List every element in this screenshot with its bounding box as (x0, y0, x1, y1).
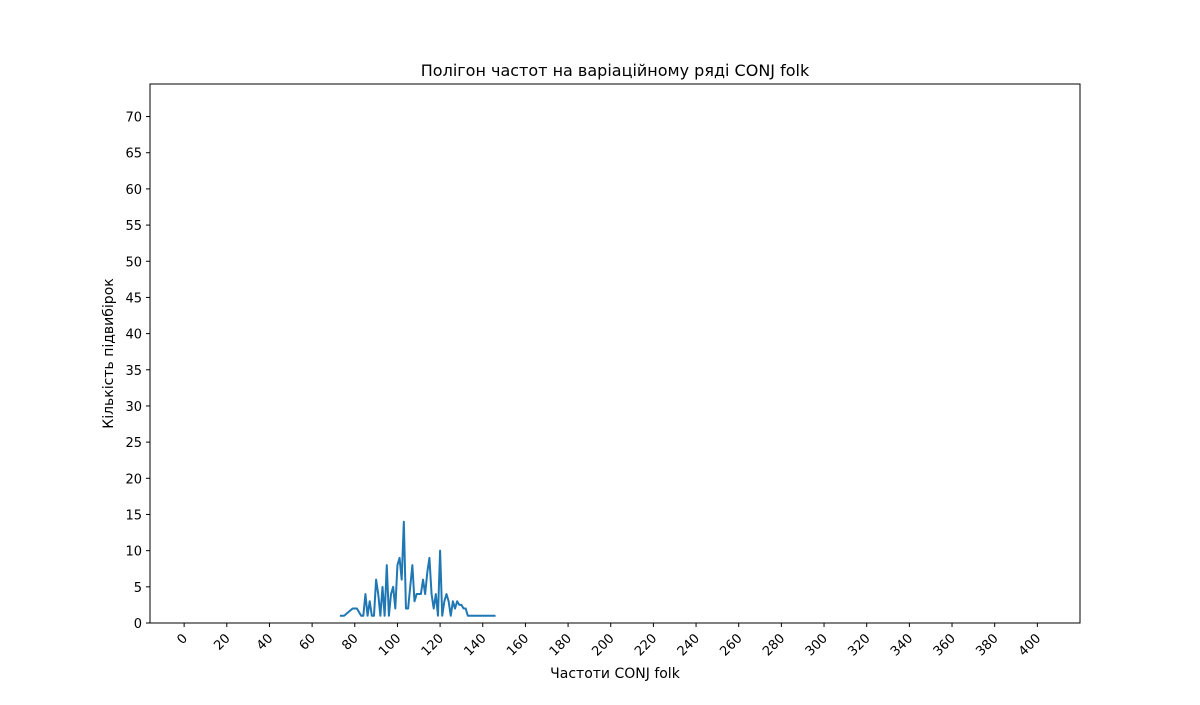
x-tick-label: 260 (717, 631, 745, 659)
x-tick-label: 360 (931, 631, 959, 659)
y-tick-label: 5 (134, 581, 142, 596)
x-tick-label: 380 (973, 631, 1001, 659)
y-tick-label: 65 (125, 147, 142, 162)
x-tick-label: 240 (675, 631, 703, 659)
y-axis-label: Кількість підвибірок (101, 278, 117, 428)
y-tick-label: 35 (125, 364, 142, 379)
series-line (339, 520, 496, 617)
x-axis-label: Частоти CONJ folk (550, 666, 681, 682)
axes-frame (149, 83, 1081, 624)
axis-ticks: 0 20 40 60 80 100 120 140 160 180 200 220 240 260 280 3… (125, 111, 1044, 660)
y-tick-label: 55 (125, 219, 142, 234)
y-tick-label: 25 (125, 436, 142, 451)
x-tick-label: 120 (419, 631, 447, 659)
x-tick-label: 40 (254, 631, 276, 653)
x-tick-label: 100 (376, 631, 404, 659)
x-tick-label: 160 (504, 631, 532, 659)
x-tick-label: 20 (211, 631, 233, 653)
y-tick-label: 40 (125, 328, 142, 343)
x-tick-label: 300 (803, 631, 831, 659)
y-tick-label: 50 (125, 255, 142, 270)
chart-title: Полігон частот на варіаційному ряді CONJ… (421, 61, 810, 80)
x-tick-label: 340 (888, 631, 916, 659)
x-tick-label: 400 (1016, 631, 1044, 659)
x-tick-label: 140 (461, 631, 489, 659)
x-tick-label: 0 (174, 631, 190, 647)
y-tick-label: 15 (125, 508, 142, 523)
x-tick-label: 180 (547, 631, 575, 659)
y-tick-label: 0 (134, 617, 142, 632)
y-tick-label: 60 (125, 183, 142, 198)
x-tick-label: 200 (589, 631, 617, 659)
plot-area (339, 520, 496, 617)
y-tick-label: 20 (125, 472, 142, 487)
x-tick-label: 280 (760, 631, 788, 659)
x-tick-label: 60 (297, 631, 319, 653)
x-tick-label: 220 (632, 631, 660, 659)
y-tick-label: 10 (125, 545, 142, 560)
x-tick-label: 80 (339, 631, 361, 653)
y-tick-label: 45 (125, 291, 142, 306)
y-tick-label: 70 (125, 111, 142, 126)
x-tick-label: 320 (845, 631, 873, 659)
y-tick-label: 30 (125, 400, 142, 415)
